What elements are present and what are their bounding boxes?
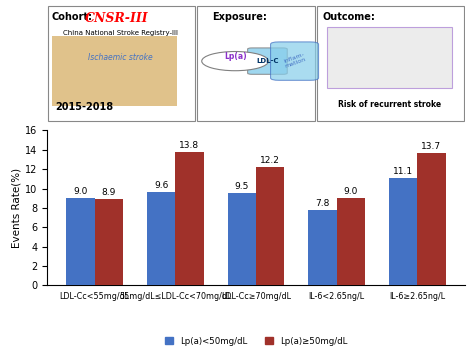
Text: 9.5: 9.5	[235, 182, 249, 191]
FancyBboxPatch shape	[317, 6, 464, 121]
Text: Risk of recurrent stroke: Risk of recurrent stroke	[338, 100, 441, 109]
Bar	[417, 153, 446, 285]
Text: China National Stroke Registry-III: China National Stroke Registry-III	[63, 30, 178, 36]
Y-axis label: Events Rate(%): Events Rate(%)	[11, 168, 21, 248]
Bar	[66, 198, 95, 285]
Bar	[175, 152, 203, 285]
Text: 13.7: 13.7	[421, 142, 441, 151]
Text: Lp(a): Lp(a)	[224, 52, 246, 61]
FancyBboxPatch shape	[327, 27, 452, 88]
FancyBboxPatch shape	[197, 6, 315, 121]
FancyBboxPatch shape	[52, 36, 177, 105]
Text: 8.9: 8.9	[101, 188, 116, 197]
Text: 9.0: 9.0	[73, 187, 88, 196]
Text: 11.1: 11.1	[393, 167, 413, 176]
Bar	[256, 167, 284, 285]
Text: 9.6: 9.6	[154, 181, 168, 190]
Text: Cohort:: Cohort:	[52, 12, 92, 22]
Text: Exposure:: Exposure:	[212, 12, 267, 22]
Text: Outcome:: Outcome:	[323, 12, 375, 22]
Bar	[95, 199, 123, 285]
FancyBboxPatch shape	[271, 42, 319, 80]
Text: 12.2: 12.2	[260, 156, 280, 165]
Text: Ischaemic stroke: Ischaemic stroke	[88, 53, 153, 62]
Text: 9.0: 9.0	[344, 187, 358, 196]
FancyBboxPatch shape	[247, 48, 287, 74]
Bar	[389, 178, 417, 285]
FancyBboxPatch shape	[48, 6, 195, 121]
Text: 7.8: 7.8	[315, 199, 330, 208]
Legend: Lp(a)<50mg/dL, Lp(a)≥50mg/dL: Lp(a)<50mg/dL, Lp(a)≥50mg/dL	[161, 333, 351, 348]
Text: inflam-
mation: inflam- mation	[283, 52, 307, 69]
Bar	[309, 210, 337, 285]
Text: LDL-C: LDL-C	[256, 58, 279, 64]
Text: CNSR-III: CNSR-III	[85, 12, 148, 25]
Text: 2015-2018: 2015-2018	[56, 102, 114, 112]
Bar	[228, 193, 256, 285]
Bar	[147, 192, 175, 285]
Text: 13.8: 13.8	[179, 141, 200, 150]
Bar	[337, 198, 365, 285]
Circle shape	[202, 52, 268, 71]
